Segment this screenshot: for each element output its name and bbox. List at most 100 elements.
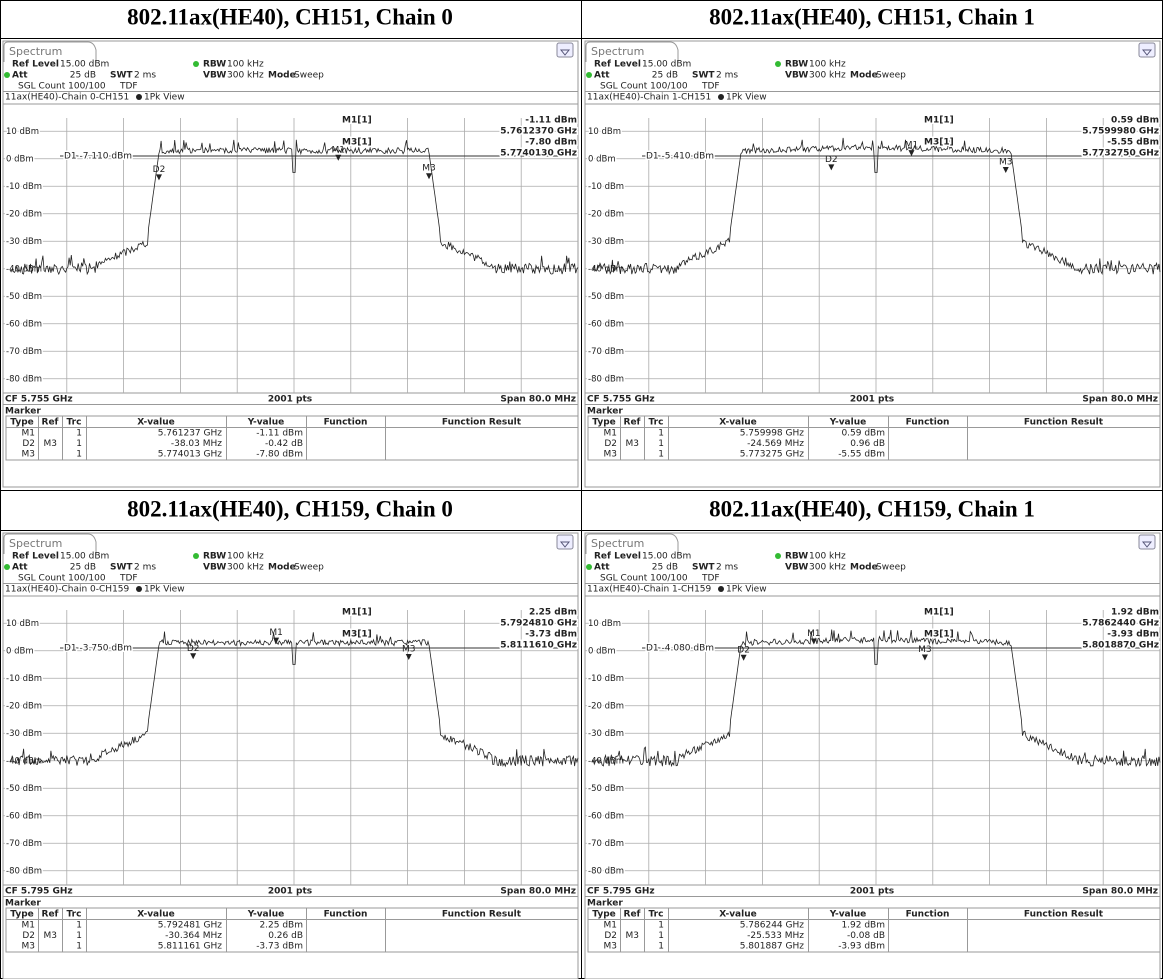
menu-icon-arrow [559,541,571,548]
table-header: Trc [67,418,82,428]
marker-triangle [921,654,928,661]
setting-text: RBW [203,552,226,562]
table-cell: -38.03 MHz [171,439,222,449]
spectrum-screen: Spectrum Ref Level 15.00 dBm RBW 100 kHz Att 2… [584,40,1161,488]
table-cell: M3 [604,450,618,460]
setting-text: 300 kHz [809,71,846,81]
setting-text: Ref Level [594,60,641,70]
table-cell: 5.774013 GHz [158,450,223,460]
setting-text: VBW [203,71,226,81]
status-dot [193,553,199,559]
marker-table [587,907,1161,953]
setting-text: RBW [785,60,808,70]
setting-text: 100 kHz [227,552,264,562]
table-header: Function Result [1024,910,1104,920]
tab [3,533,97,554]
tab [585,41,679,62]
setting-text: Att [12,563,28,573]
sweep-points: 2001 pts [850,887,894,897]
y-axis-label: -70 dBm [588,839,624,849]
table-cell: M3 [626,439,640,449]
tab-label: Spectrum [9,45,62,58]
y-axis-label: -80 dBm [588,866,624,876]
setting-text: Ref Level [12,60,59,70]
setting-text: 100 kHz [809,60,846,70]
setting-text: Ref Level [594,552,641,562]
readout-name: M1[1] [342,608,372,618]
y-axis-label: -60 dBm [6,811,42,821]
trace-label: 11ax(HE40)-Chain 0-CH159 [5,585,130,595]
readout-name: M3[1] [924,630,954,640]
y-axis-label: -80 dBm [6,866,42,876]
table-cell: -25.533 MHz [747,931,804,941]
readout-freq: 5.7612370 GHz [500,127,577,137]
readout-freq: 5.8018870 GHz [1082,641,1159,651]
marker-table-title: Marker [5,407,41,417]
marker-label: M3 [999,158,1013,168]
table-header: Trc [67,910,82,920]
table-cell: D2 [604,931,617,941]
y-axis-label: -40 dBm [6,756,42,766]
marker-label: M1 [807,629,821,639]
table-cell: 1 [658,921,664,931]
view-dot [718,586,724,592]
table-cell: M3 [626,931,640,941]
table-cell: M3 [22,942,36,952]
marker-label: D2 [187,644,200,654]
table-header: Ref [624,418,641,428]
marker-triangle [405,654,412,661]
readout-level: -1.11 dBm [525,116,577,126]
table-cell: -1.11 dBm [256,429,303,439]
marker-triangle [425,173,432,180]
setting-text: Mode [268,563,296,573]
setting-text: SGL Count 100/100 [18,82,106,92]
table-cell: 1 [76,921,82,931]
table-cell: M1 [22,429,36,439]
table-cell: 5.759998 GHz [740,429,805,439]
setting-text: Ref Level [12,552,59,562]
panel-title: 802.11ax(HE40), CH151, Chain 0 [127,4,453,29]
table-header: Function Result [1024,418,1104,428]
table-header: Function [324,418,368,428]
table-cell: 1 [658,450,664,460]
table-header: Type [592,910,615,920]
table-header: Ref [42,418,59,428]
table-cell: M3 [44,931,58,941]
table-header: Y-value [829,418,866,428]
y-axis-label: -20 dBm [588,209,624,219]
status-dot [586,72,592,78]
table-cell: 1 [658,429,664,439]
view-dot [136,94,142,100]
table-cell: 1 [76,942,82,952]
readout-level: -3.93 dBm [1107,630,1159,640]
readout-level: 1.92 dBm [1111,608,1159,618]
y-axis-label: -50 dBm [6,784,42,794]
setting-text: 25 dB [652,563,678,573]
readout-name: M1[1] [924,116,954,126]
d1-label: D1 -3.750 dBm [64,644,132,654]
marker-table-title: Marker [587,407,623,417]
readout-freq: 5.7862440 GHz [1082,619,1159,629]
setting-text: 25 dB [652,71,678,81]
readout-name: M1[1] [342,116,372,126]
table-cell: 1.92 dBm [841,921,885,931]
setting-text: Mode [850,563,878,573]
y-axis-label: -60 dBm [588,319,624,329]
setting-text: 300 kHz [227,71,264,81]
marker-triangle [908,150,915,157]
readout-level: 0.59 dBm [1111,116,1159,126]
setting-text: Sweep [294,563,324,573]
marker-table-title: Marker [5,899,41,909]
view-label: 1Pk View [144,93,185,103]
menu-icon-arrow [559,49,571,56]
marker-label: D2 [153,165,166,175]
table-cell: 1 [76,439,82,449]
table-cell: -7.80 dBm [256,450,303,460]
table-cell: 5.773275 GHz [740,450,805,460]
table-cell: -24.569 MHz [747,439,804,449]
plot-frame [2,595,579,886]
marker-triangle [828,164,835,171]
table-cell: -30.364 MHz [165,931,222,941]
table-cell: 0.26 dB [268,931,303,941]
marker-label: M1 [905,141,919,151]
